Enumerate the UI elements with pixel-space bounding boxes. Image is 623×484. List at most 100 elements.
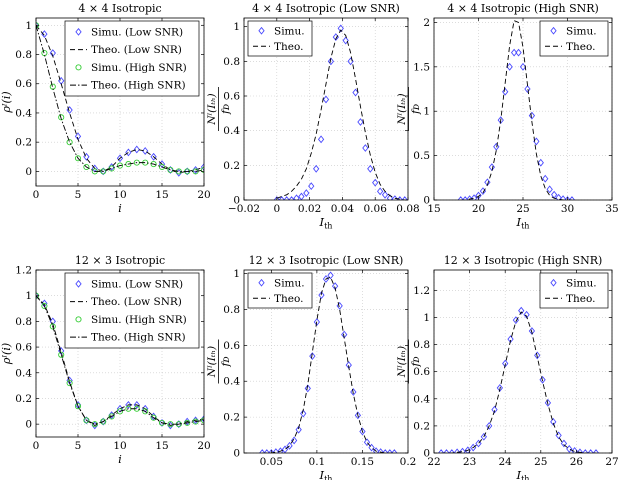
legend: Simu. Theo. <box>247 272 313 309</box>
data-point <box>377 448 384 453</box>
data-point <box>337 24 344 33</box>
data-point <box>546 185 553 194</box>
data-point <box>386 449 393 453</box>
series-1 <box>437 306 600 453</box>
series-line <box>262 276 395 453</box>
x-tick-label: 0 <box>273 203 280 215</box>
data-point <box>506 62 513 71</box>
data-point <box>108 413 115 420</box>
y-tick-label: 1.2 <box>413 285 430 297</box>
x-tick-label: 15 <box>427 203 440 215</box>
data-point <box>470 194 478 200</box>
data-point <box>317 135 325 144</box>
data-point <box>560 439 568 448</box>
legend-marker <box>75 27 82 36</box>
data-point <box>83 163 90 171</box>
x-tick-label: 0.1 <box>309 456 326 468</box>
data-point <box>582 449 589 453</box>
y-tick-label: 0.4 <box>413 393 430 405</box>
data-point <box>367 164 374 173</box>
data-point <box>125 148 132 157</box>
y-axis-label: ρᴵ(i) <box>0 343 13 365</box>
subplot-4: 0 5 10 15 20 0 0.2 0.4 0.6 0.8 1 1.2 12 × 3 Isotropi… <box>0 254 211 466</box>
data-point <box>327 57 335 66</box>
data-point <box>74 155 82 162</box>
legend-label: Theo. <box>274 41 303 53</box>
y-tick-label: 0.6 <box>15 342 32 354</box>
data-point <box>354 411 362 420</box>
y-tick-label: 0.4 <box>223 125 240 137</box>
legend-box <box>64 272 200 349</box>
axes-frame <box>433 269 613 454</box>
legend-box <box>247 20 313 57</box>
x-tick-label: 27 <box>605 456 618 468</box>
y-axis-label-numerator: Nᴵ(Iₜₕ) <box>206 93 218 125</box>
axes-frame <box>243 269 409 454</box>
data-point <box>58 351 65 358</box>
y-tick-label: 0 <box>423 448 430 460</box>
data-point <box>125 400 132 409</box>
data-point <box>49 83 56 90</box>
data-point <box>559 195 567 200</box>
data-point <box>158 163 166 171</box>
y-tick-label: 0 <box>233 195 240 207</box>
legend: Simu. (Low SNR) Theo. (Low SNR) Simu. (Hig… <box>64 272 200 349</box>
subplot-3: 15 20 25 30 35 0 0.5 1 1.5 2 4 × 4 Isotropic (High… <box>396 2 619 231</box>
subplot-1: 0 5 10 15 20 0 0.2 0.4 0.6 0.8 1 4 × 4 Isotropic i ρᴵ… <box>0 2 211 215</box>
data-point <box>278 196 285 200</box>
y-tick-label: 0.6 <box>223 340 240 352</box>
y-axis-label: Nᴵ(Iₜₕ) fᴅ <box>206 87 232 131</box>
legend: Simu. (Low SNR) Theo. (Low SNR) Simu. (Hig… <box>64 20 200 97</box>
subplot-title: 12 × 3 Isotropic (Low SNR) <box>249 254 404 267</box>
data-point <box>587 449 594 453</box>
data-point <box>100 418 107 425</box>
data-point <box>288 196 295 200</box>
subplot-title: 12 × 3 Isotropic (High SNR) <box>444 254 603 267</box>
legend-marker <box>75 64 82 71</box>
legend-label: Simu. <box>274 277 305 289</box>
data-point <box>391 449 398 453</box>
data-point <box>133 400 140 409</box>
y-tick-label: 0.8 <box>223 56 240 68</box>
x-tick-label: 0.04 <box>331 203 355 215</box>
data-point <box>322 95 330 104</box>
y-tick-label: 0.4 <box>15 107 32 119</box>
data-point <box>304 384 311 393</box>
axes-frame <box>243 17 409 201</box>
y-axis-label-numerator: Nᴵ(Iₜₕ) <box>396 93 408 125</box>
x-tick-label: 30 <box>561 203 574 215</box>
data-point <box>66 379 73 387</box>
series-line <box>276 29 405 200</box>
y-tick-label: 1 <box>25 20 32 32</box>
y-tick-label: 0 <box>423 195 430 207</box>
data-point <box>303 189 310 197</box>
legend-label: Simu. (Low SNR) <box>91 278 183 290</box>
data-point <box>459 447 466 453</box>
series-line <box>36 25 204 172</box>
legend-label: Theo. (Low SNR) <box>91 44 182 56</box>
data-point <box>457 196 464 200</box>
data-point <box>142 408 149 415</box>
data-point <box>108 165 115 172</box>
x-tick-label: 0 <box>33 189 40 201</box>
x-axis-label: Ith <box>319 468 333 480</box>
data-point <box>401 196 408 200</box>
y-tick-label: 0.5 <box>413 150 430 162</box>
data-point <box>564 196 571 200</box>
series-2 <box>262 276 395 453</box>
data-point <box>576 448 584 453</box>
y-tick-label: 0.8 <box>223 304 240 316</box>
data-point <box>528 111 536 120</box>
x-tick-label: 0.06 <box>364 203 388 215</box>
y-tick-label: 0.6 <box>223 91 240 103</box>
data-point <box>475 439 482 448</box>
data-point <box>66 139 73 146</box>
data-point <box>184 167 191 176</box>
y-tick-label: 1.2 <box>15 265 32 277</box>
data-point <box>368 443 375 452</box>
data-point <box>515 48 522 57</box>
data-point <box>283 196 290 200</box>
data-point <box>116 162 124 169</box>
data-point <box>300 409 307 418</box>
data-point <box>448 449 455 453</box>
